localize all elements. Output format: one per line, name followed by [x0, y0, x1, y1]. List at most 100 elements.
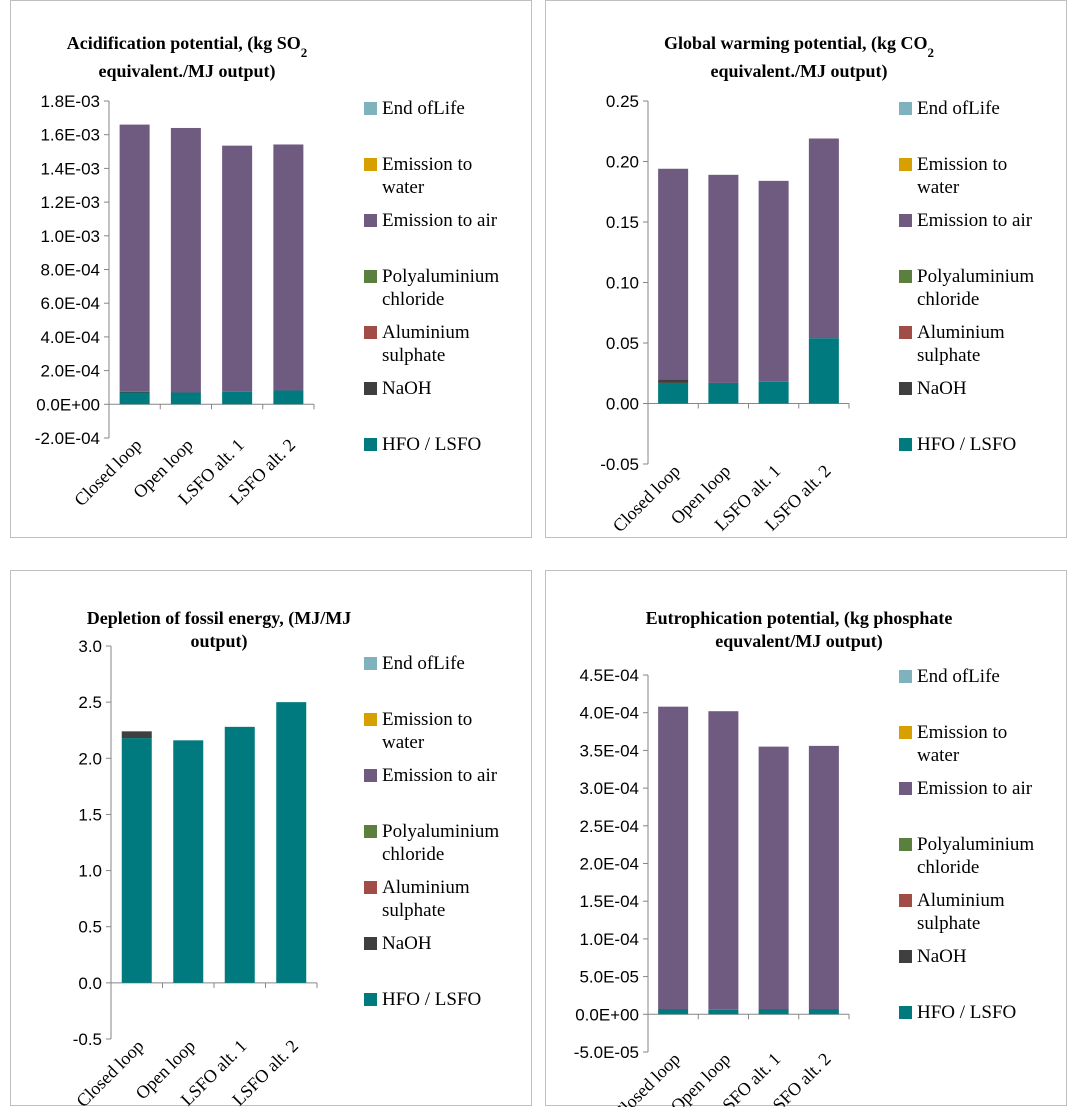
legend-label: Polyaluminium — [917, 834, 1034, 855]
bar-segment — [658, 1009, 689, 1015]
y-tick-label: 1.5E-04 — [579, 892, 639, 911]
bar-segment — [708, 382, 739, 404]
legend-label: water — [917, 177, 960, 198]
y-tick-label: 4.0E-04 — [579, 704, 639, 723]
legend-swatch — [899, 214, 912, 227]
legend-label: Emission to air — [382, 765, 498, 786]
y-tick-label: 1.6E-03 — [40, 126, 100, 145]
y-tick-label: 3.5E-04 — [579, 741, 639, 760]
y-tick-label: 0.0 — [78, 974, 102, 993]
bar-segment — [758, 180, 789, 382]
fossil-depletion-chart: Depletion of fossil energy, (MJ/MJoutput… — [72, 608, 499, 1107]
legend-label: chloride — [917, 857, 979, 878]
legend-swatch — [364, 881, 377, 894]
y-tick-label: 3.0E-04 — [579, 779, 639, 798]
y-tick-label: 2.5E-04 — [579, 817, 639, 836]
chart-panel-eutrophication: Eutrophication potential, (kg phosphate e… — [545, 570, 1067, 1107]
title-subscript: 2 — [301, 45, 308, 60]
bar-segment — [708, 1009, 739, 1015]
y-tick-label: 2.0E-04 — [40, 362, 100, 381]
legend-swatch — [899, 950, 912, 963]
legend-label: Emission to air — [382, 210, 498, 231]
y-tick-label: 0.0E+00 — [575, 1005, 639, 1024]
legend-label: Emission to air — [917, 210, 1033, 231]
legend-label: water — [917, 745, 960, 766]
bar-segment — [758, 381, 789, 404]
y-tick-label: 2.0 — [78, 749, 102, 768]
y-tick-label: -0.05 — [600, 455, 639, 474]
y-tick-label: -0.5 — [73, 1030, 102, 1049]
legend-label: Aluminium — [382, 322, 470, 343]
legend-label: NaOH — [382, 378, 432, 399]
legend-label: water — [382, 732, 425, 753]
bar-segment — [121, 731, 152, 739]
legend-label: End ofLife — [917, 98, 1000, 119]
bar-segment — [173, 740, 204, 983]
legend-label: Polyaluminium — [382, 821, 499, 842]
legend-label: HFO / LSFO — [382, 434, 481, 455]
bar-segment — [758, 746, 789, 1010]
bar-segment — [224, 726, 255, 983]
bar-segment — [808, 1009, 839, 1015]
legend-swatch — [364, 158, 377, 171]
y-tick-label: 2.5 — [78, 693, 102, 712]
legend-label: Emission to — [382, 154, 472, 175]
bar-segment — [658, 382, 689, 404]
legend-swatch — [899, 270, 912, 283]
legend-label: Aluminium — [917, 322, 1005, 343]
legend-swatch — [364, 102, 377, 115]
bar-segment — [273, 144, 304, 391]
legend-label: NaOH — [917, 946, 967, 967]
y-tick-label: 1.5 — [78, 805, 102, 824]
chart-panel-global-warming: Global warming potential, (kg CO2 equival… — [545, 0, 1067, 538]
legend-swatch — [899, 102, 912, 115]
chart-title-line: Global warming potential, (kg CO2 — [664, 33, 934, 60]
bar-segment — [121, 738, 152, 983]
legend-swatch — [364, 825, 377, 838]
chart-title-line: output) — [190, 631, 247, 652]
legend-swatch — [899, 726, 912, 739]
bar-segment — [808, 338, 839, 404]
legend-label: Polyaluminium — [917, 266, 1034, 287]
legend-swatch — [899, 438, 912, 451]
y-tick-label: 2.0E-04 — [579, 855, 639, 874]
legend-swatch — [899, 382, 912, 395]
legend-label: chloride — [382, 844, 444, 865]
legend-label: Emission to — [382, 709, 472, 730]
bar-segment — [222, 391, 253, 405]
y-tick-label: -5.0E-05 — [574, 1043, 639, 1062]
y-tick-label: 1.0E-04 — [579, 930, 639, 949]
legend-label: Aluminium — [382, 877, 470, 898]
legend-label: Emission to air — [917, 778, 1033, 799]
legend-swatch — [364, 657, 377, 670]
legend-label: sulphate — [917, 913, 980, 934]
y-tick-label: 1.2E-03 — [40, 193, 100, 212]
legend-swatch — [899, 326, 912, 339]
acidification-chart: Acidification potential, (kg SO2equivale… — [35, 33, 500, 510]
title-subscript: 2 — [928, 45, 935, 60]
legend-swatch — [364, 713, 377, 726]
y-tick-label: 1.4E-03 — [40, 159, 100, 178]
y-tick-label: 0.10 — [606, 274, 639, 293]
chart-title-line: Eutrophication potential, (kg phosphate — [646, 608, 953, 629]
bar-segment — [658, 706, 689, 1010]
y-tick-label: 1.0E-03 — [40, 227, 100, 246]
legend-label: water — [382, 177, 425, 198]
bar-segment — [170, 127, 201, 393]
chart-title-line: equvalent/MJ output) — [715, 631, 883, 652]
legend-label: HFO / LSFO — [382, 989, 481, 1010]
legend-swatch — [899, 158, 912, 171]
legend-swatch — [899, 1006, 912, 1019]
bar-segment — [170, 392, 201, 405]
y-tick-label: 0.0E+00 — [36, 395, 100, 414]
y-tick-label: 0.5 — [78, 918, 102, 937]
legend-label: End ofLife — [382, 653, 465, 674]
legend-label: chloride — [917, 289, 979, 310]
y-tick-label: 0.15 — [606, 213, 639, 232]
y-tick-label: 3.0 — [78, 637, 102, 656]
chart-title-line: Depletion of fossil energy, (MJ/MJ — [87, 608, 351, 629]
chart-title-line: Acidification potential, (kg SO2 — [67, 33, 308, 60]
eutrophication-chart: Eutrophication potential, (kg phosphatee… — [574, 608, 1035, 1107]
legend-label: Emission to — [917, 154, 1007, 175]
bar-segment — [119, 124, 150, 392]
